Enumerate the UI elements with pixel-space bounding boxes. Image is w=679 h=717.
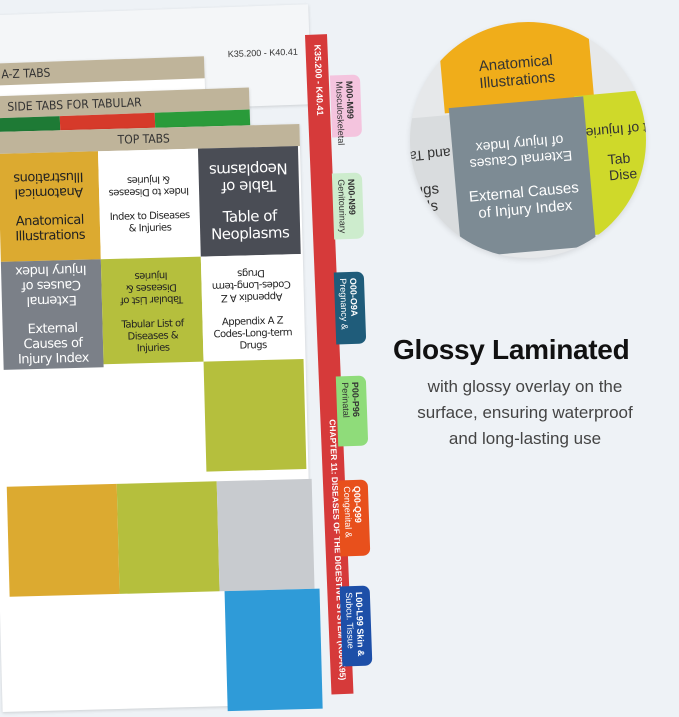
card-flipped-label: Index to Diseases & Injuries bbox=[108, 173, 190, 199]
side-tab[interactable]: O00-O9A Pregnancy & bbox=[333, 271, 367, 345]
side-tab[interactable]: N00-N99 Genitourinary bbox=[331, 172, 365, 240]
tab-card: Index to Diseases & Injuries Index to Dis… bbox=[98, 148, 201, 260]
side-tab-label: L00-L99 Skin & Subcu. Tissue bbox=[343, 591, 367, 657]
closeup-left-flipped: and Tab bbox=[410, 145, 452, 166]
closeup-center: External Causes of Injury Index bbox=[468, 179, 580, 222]
side-tab[interactable]: M00-M99 Musculoskeletal bbox=[329, 74, 363, 145]
tab-card: Table of Neoplasms Table of Neoplasms bbox=[197, 146, 301, 257]
card-label: Anatomical Illustrations bbox=[15, 212, 86, 245]
feature-line: and long-lasting use bbox=[448, 429, 602, 448]
feature-title: Glossy Laminated bbox=[393, 334, 630, 365]
tab-card: Appendix A Z Codes-Long-term Drugs Append… bbox=[200, 254, 304, 365]
blue-block bbox=[224, 588, 323, 712]
feature-line: with glossy overlay on the bbox=[427, 377, 623, 396]
card-flipped-label: Tabular List of Diseases & Injuries bbox=[120, 269, 184, 306]
tab-card: Anatomical Illustrations Anatomical Illus… bbox=[0, 151, 101, 262]
gray-block bbox=[216, 478, 315, 592]
gold-block bbox=[6, 483, 120, 597]
card-flipped-label: Table of Neoplasms bbox=[209, 159, 288, 197]
card-label: External Causes of Injury Index bbox=[17, 320, 90, 368]
card-label: Tabular List of Diseases & Injuries bbox=[121, 318, 184, 355]
closeup-center-cell: External Causes of Injury Index External… bbox=[448, 96, 597, 258]
card-label: Index to Diseases & Injuries bbox=[109, 209, 190, 235]
side-tab-label: N00-N99 Genitourinary bbox=[336, 178, 358, 234]
closeup-center-flipped: External Causes of Injury Index bbox=[469, 132, 573, 173]
spine-range: K35.200 - K40.41 bbox=[312, 44, 326, 116]
side-tab[interactable]: P00-P96 Perinatal bbox=[335, 375, 369, 447]
back-sheet-range: K35.200 - K40.41 bbox=[227, 46, 298, 60]
feature-line: surface, ensuring waterproof bbox=[417, 403, 633, 422]
closeup-right-flipped: ist of Injuries bbox=[578, 119, 646, 142]
side-tab[interactable]: Q00-Q99 Congenital & bbox=[337, 479, 371, 557]
card-flipped-label: External Causes of Injury Index bbox=[15, 261, 87, 309]
card-flipped-label: Appendix A Z Codes-Long-term Drugs bbox=[212, 266, 291, 304]
side-tab-label: M00-M99 Musculoskeletal bbox=[334, 80, 356, 146]
closeup-left: rugs cals bbox=[410, 180, 440, 217]
glossy-closeup: Anatomical Illustrations ist of Injuries… bbox=[410, 22, 646, 258]
side-tab[interactable]: L00-L99 Skin & Subcu. Tissue bbox=[339, 585, 373, 667]
top-tabs-sheet: TOP TABS Anatomical Illustrations Anatomi… bbox=[0, 124, 323, 712]
side-tab-label: P00-P96 Perinatal bbox=[339, 381, 362, 418]
olive-block-2 bbox=[116, 481, 220, 594]
card-label: Table of Neoplasms bbox=[210, 206, 290, 244]
side-tab-label: O00-O9A Pregnancy & bbox=[337, 277, 360, 330]
card-flipped-label: Anatomical Illustrations bbox=[13, 168, 84, 201]
olive-block bbox=[203, 358, 307, 472]
card-label: Appendix A Z Codes-Long-term Drugs bbox=[213, 315, 293, 352]
side-tab-label: Q00-Q99 Congenital & bbox=[341, 485, 364, 538]
tab-card: Tabular List of Diseases & Injuries Tabul… bbox=[100, 256, 204, 368]
feature-description: with glossy overlay on the surface, ensu… bbox=[385, 374, 665, 452]
tab-card: External Causes of Injury Index External … bbox=[0, 259, 104, 370]
